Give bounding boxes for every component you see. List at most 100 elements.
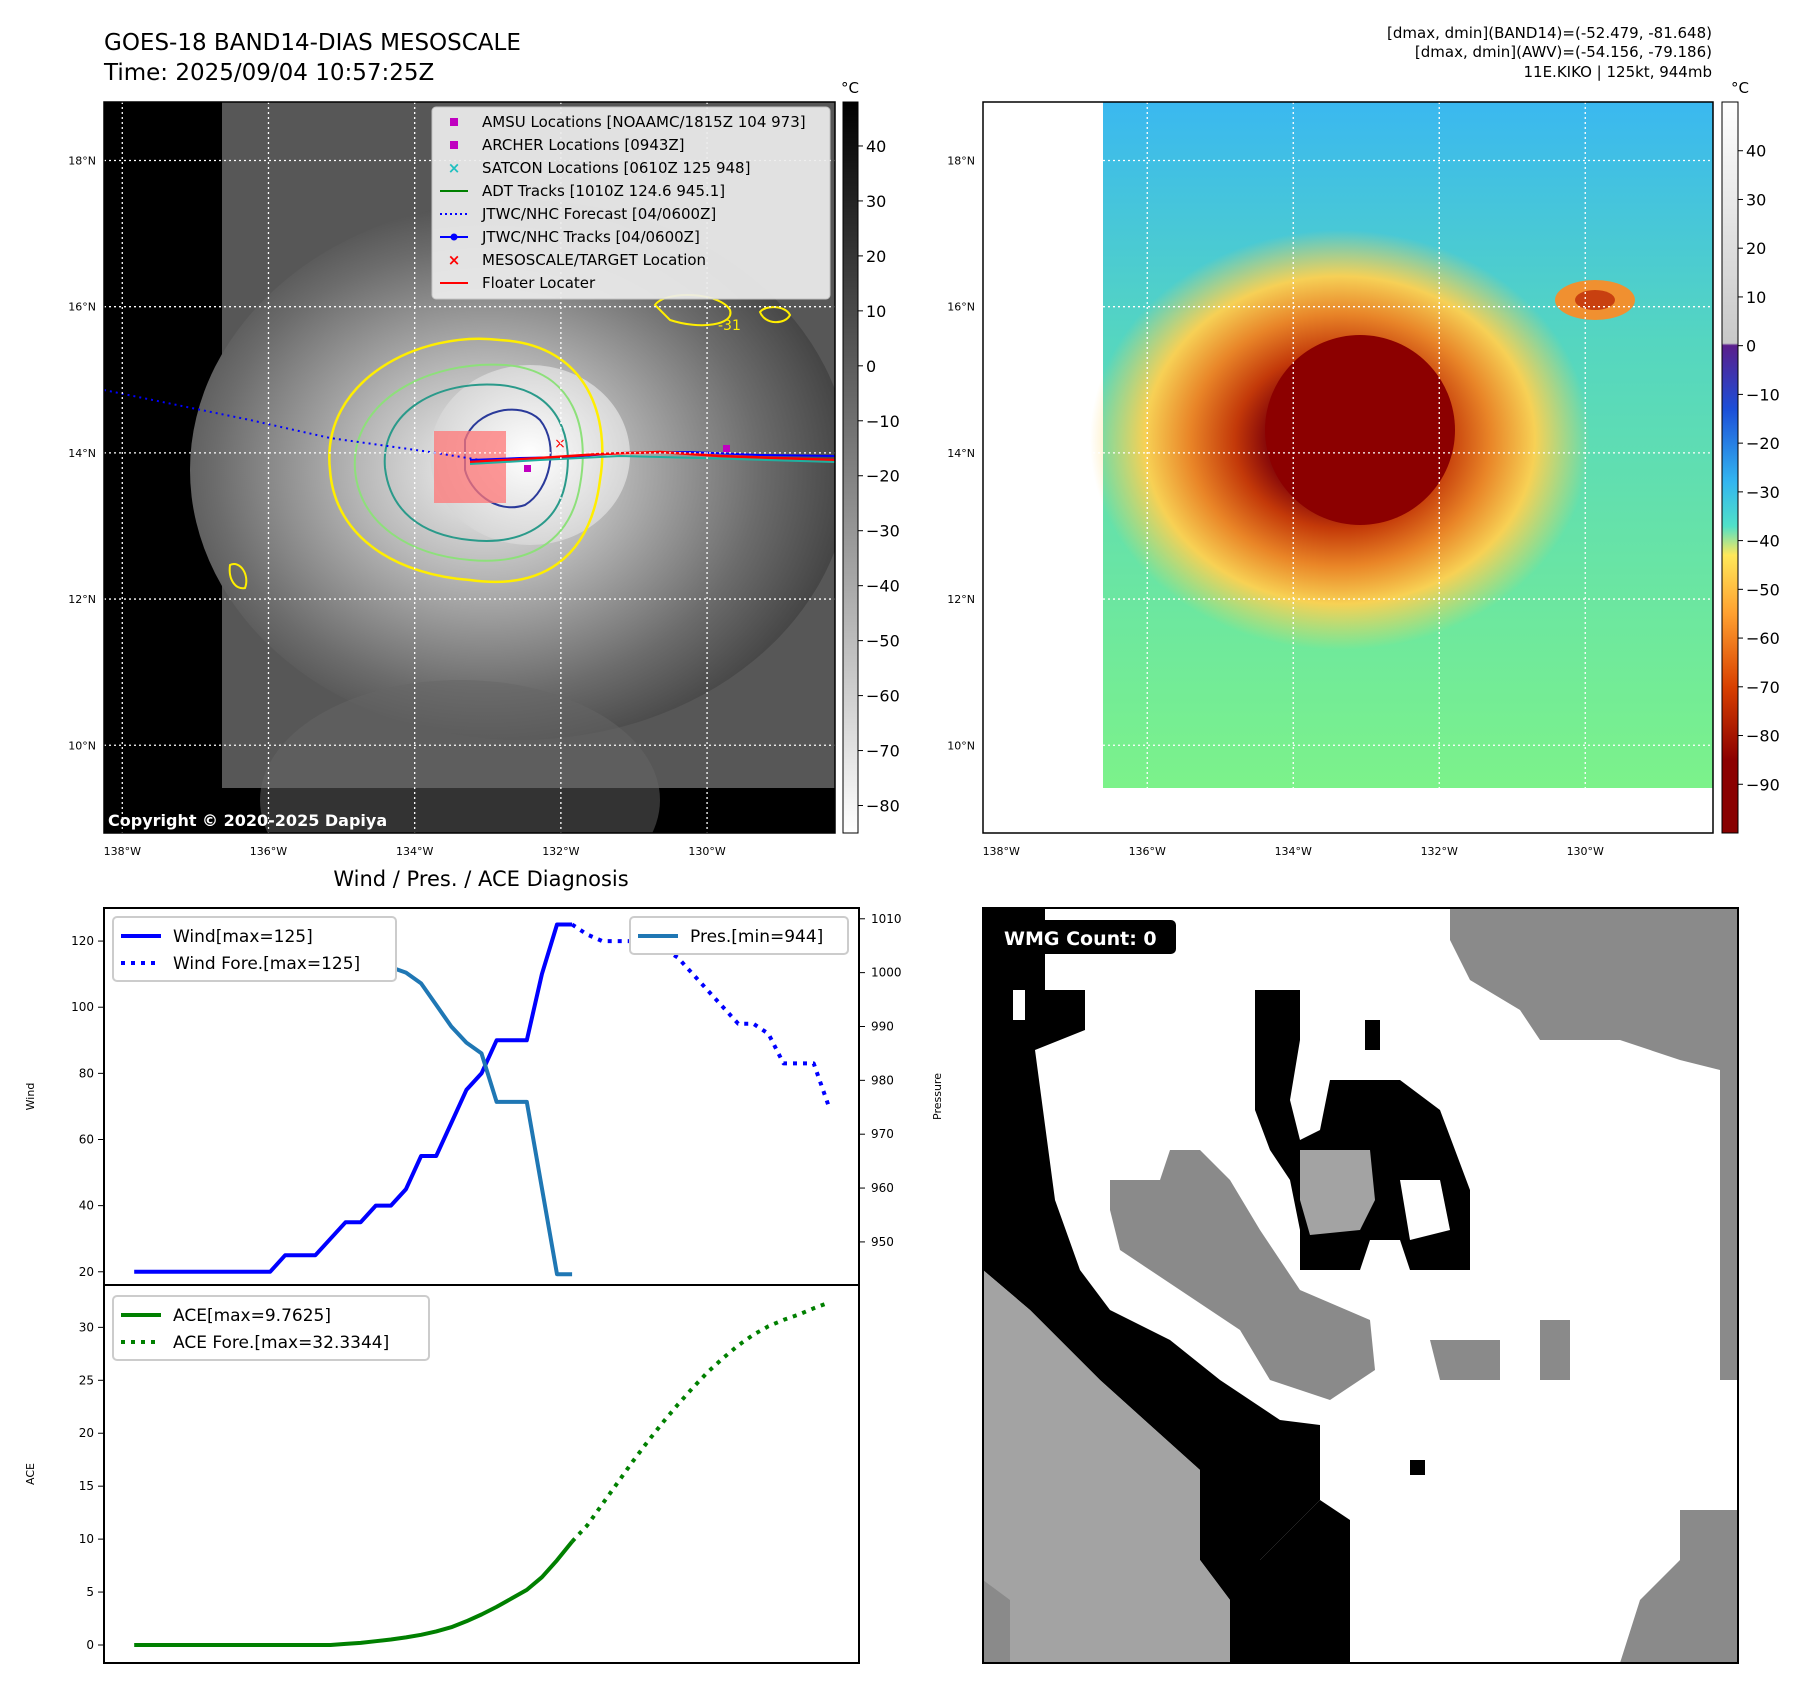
wmg-region: [1230, 1500, 1350, 1663]
wmg-region: [1410, 1460, 1425, 1475]
legend-marker-dot: [450, 233, 458, 241]
lon-tick-label: 130°W: [1567, 845, 1604, 858]
wmg-region: [983, 908, 1320, 1663]
color-gridlines: [983, 102, 1713, 833]
colorbar-tick-label: 0: [1746, 337, 1756, 356]
series-line-1: [570, 922, 831, 1108]
colorbar-tick-label: 10: [1746, 288, 1766, 307]
contour-yellow-small-2: [758, 306, 792, 324]
lat-tick-label: 16°N: [947, 301, 975, 314]
wmg-region: [1013, 990, 1025, 1020]
wmg-panel: WMG Count: 0: [982, 907, 1739, 1664]
colorbar-tick-label: −40: [1746, 532, 1780, 551]
colorbar-tick-label: −50: [866, 632, 900, 651]
colorbar-tick-label: −50: [1746, 580, 1780, 599]
legend-label: MESOSCALE/TARGET Location: [482, 251, 706, 269]
colorbar-color: [1721, 101, 1739, 834]
title-line-2: Time: 2025/09/04 10:57:25Z: [103, 60, 434, 86]
colorbar-color-ticks: 40 30 20 10 0 −10 −20 −30 −40 −50 −60 −70 −80 −90: [1738, 142, 1780, 794]
series-line-1: [570, 1300, 830, 1543]
archer-marker: [723, 445, 730, 452]
wmg-region: [983, 1580, 1010, 1663]
y-tick-label: 5: [86, 1585, 94, 1599]
colorbar-tick-label: −80: [866, 797, 900, 816]
legend-marker-square: [450, 118, 458, 126]
chart-legend-label: Wind Fore.[max=125]: [173, 954, 360, 974]
lat-tick-label: 12°N: [947, 593, 975, 606]
colorbar-gray: [842, 101, 859, 834]
colorbar-tick-label: −10: [1746, 385, 1780, 404]
lat-tick-label: 14°N: [947, 447, 975, 460]
chart-legend-box: [112, 1295, 430, 1361]
cloud-band: [260, 680, 660, 833]
wmg-count-label: WMG Count: 0: [1004, 928, 1157, 950]
storm-eyewall: [1265, 335, 1455, 525]
wmg-frame: [982, 907, 1739, 1664]
copyright-text: Copyright © 2020-2025 Dapiya: [108, 811, 387, 830]
lon-tick-label: 134°W: [1275, 845, 1312, 858]
contour-teal: [383, 383, 569, 542]
chart-legend-label: ACE[max=9.7625]: [173, 1306, 331, 1326]
y-tick-label: 0: [86, 1638, 94, 1652]
chart-legend-label: ACE Fore.[max=32.3344]: [173, 1333, 389, 1353]
legend-marker-square: [450, 141, 458, 149]
colorbar-tick-label: 0: [866, 357, 876, 376]
mesoscale-target-square: [434, 431, 506, 503]
chart-legend-box: [112, 916, 397, 982]
series-line-0: [134, 922, 573, 1274]
ir-gridlines: [104, 102, 835, 833]
wmg-region: [1450, 908, 1738, 1380]
colorbar-gray-unit: °C: [841, 79, 859, 97]
legend-label: AMSU Locations [NOAAMC/1815Z 104 973]: [482, 113, 806, 131]
wmg-region: [1300, 1150, 1375, 1235]
colorbar-tick-label: −90: [1746, 775, 1780, 794]
wmg-region: [1430, 1340, 1500, 1380]
y-tick-label: 40: [79, 1199, 94, 1213]
y-right-tick-label: 990: [871, 1019, 894, 1033]
lat-tick-label: 10°N: [68, 739, 96, 752]
ir-enhanced-map: [983, 102, 1713, 833]
adt-track: [469, 454, 835, 465]
map-tick-labels: 138°W 136°W 134°W 132°W 130°W 18°N 16°N 14°N 12°…: [68, 154, 1604, 858]
chart-legend-box: [629, 916, 849, 955]
color-map-frame: [982, 101, 1714, 834]
colorbar-tick-label: 20: [866, 247, 886, 266]
lat-tick-label: 16°N: [68, 301, 96, 314]
contour-yellow-small-3: [228, 563, 248, 590]
y-right-tick-label: 1000: [871, 966, 902, 980]
cloud-cluster-ne-core: [1575, 290, 1615, 310]
colorbar-tick-label: −60: [866, 687, 900, 706]
y-right-tick-label: 960: [871, 1181, 894, 1195]
legend-label: SATCON Locations [0610Z 125 948]: [482, 159, 750, 177]
colorbar-tick-label: −30: [1746, 483, 1780, 502]
y-tick-label: 80: [79, 1066, 94, 1080]
stats-line-3: 11E.KIKO | 125kt, 944mb: [1523, 63, 1712, 81]
contour-green: [353, 363, 584, 562]
ir-map-frame: [103, 101, 836, 834]
title-line-1: GOES-18 BAND14-DIAS MESOSCALE: [104, 30, 521, 56]
lat-tick-label: 12°N: [68, 593, 96, 606]
colorbar-tick-label: −70: [866, 742, 900, 761]
legend-box: [431, 106, 831, 300]
colorbar-tick-label: −20: [1746, 434, 1780, 453]
lon-tick-label: 132°W: [542, 845, 579, 858]
wmg-region: [1110, 1150, 1375, 1400]
stats-line-1: [dmax, dmin](BAND14)=(-52.479, -81.648): [1387, 24, 1712, 42]
colorbar-tick-label: 10: [866, 302, 886, 321]
chart-legend-label: Wind[max=125]: [173, 927, 313, 947]
colorbar-gray-ticks: 40 30 20 10 0 −10 −20 −30 −40 −50 −60 −70 −80: [858, 137, 900, 816]
colorbar-tick-label: 40: [1746, 142, 1766, 161]
lat-tick-label: 10°N: [947, 739, 975, 752]
lon-tick-label: 138°W: [104, 845, 141, 858]
lon-tick-label: 132°W: [1421, 845, 1458, 858]
ace-chart: 0 5 10 15 20 25 30 ACE ACE[max=9.7625] ACE Fore.[…: [24, 1284, 860, 1664]
y-tick-label: 25: [79, 1373, 94, 1387]
lon-tick-label: 134°W: [396, 845, 433, 858]
lat-tick-label: 18°N: [68, 154, 96, 167]
y-right-tick-label: 1010: [871, 912, 902, 926]
colorbar-color-unit: °C: [1731, 79, 1749, 97]
colorbar-tick-label: −80: [1746, 727, 1780, 746]
colorbar-tick-label: −10: [866, 412, 900, 431]
